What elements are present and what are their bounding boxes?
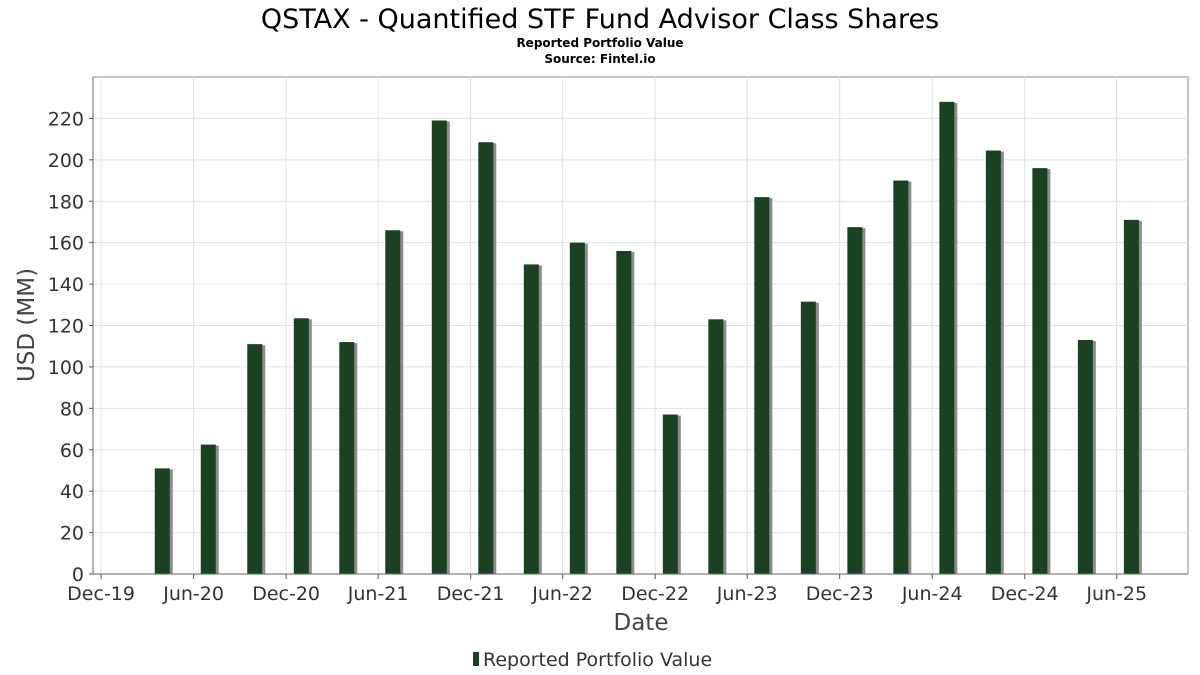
bar	[616, 250, 632, 574]
y-tick-label: 160	[48, 233, 84, 255]
bar	[662, 414, 678, 574]
bar	[847, 227, 863, 574]
x-axis-label: Date	[614, 610, 669, 636]
bar	[247, 344, 263, 574]
x-tick-label: Dec-22	[621, 583, 689, 605]
x-tick-label: Jun-20	[162, 583, 224, 605]
x-tick-label: Dec-23	[806, 583, 874, 605]
y-tick-label: 180	[48, 191, 84, 213]
y-tick-label: 140	[48, 274, 84, 296]
y-tick-label: 200	[48, 150, 84, 172]
bar	[1123, 219, 1139, 574]
legend-swatch	[473, 652, 479, 666]
bar	[385, 230, 401, 574]
x-axis: Dec-19 Jun-20 Dec-20 Jun-21 Dec-21 Jun-22 Dec-…	[67, 573, 1188, 605]
x-tick-label: Dec-21	[437, 583, 505, 605]
legend: Reported Portfolio Value	[473, 649, 712, 671]
legend-label: Reported Portfolio Value	[483, 649, 712, 671]
y-tick-label: 60	[60, 440, 84, 462]
bar	[1032, 168, 1048, 574]
bar	[1077, 339, 1093, 574]
y-tick-label: 220	[48, 108, 84, 130]
x-tick-label: Jun-22	[531, 583, 593, 605]
chart-subtitle: Reported Portfolio Value	[516, 36, 683, 50]
bar	[800, 301, 816, 574]
x-tick-label: Jun-23	[716, 583, 778, 605]
bar	[708, 319, 724, 574]
x-tick-label: Jun-25	[1085, 583, 1147, 605]
bar	[893, 180, 909, 574]
chart-title: QSTAX - Quantified STF Fund Advisor Clas…	[261, 4, 939, 35]
y-tick-label: 40	[60, 481, 84, 503]
bar	[200, 444, 216, 574]
x-tick-label: Jun-24	[901, 583, 963, 605]
y-tick-label: 20	[60, 523, 84, 545]
bar	[339, 342, 355, 574]
x-tick-label: Dec-19	[67, 583, 135, 605]
bar	[754, 197, 770, 574]
y-axis-label: USD (MM)	[14, 268, 40, 382]
y-axis: 0 20 40 60 80 100 120 140 160 180 200 220	[48, 77, 94, 586]
bar	[154, 468, 170, 574]
x-tick-label: Dec-24	[991, 583, 1059, 605]
y-tick-label: 100	[48, 357, 84, 379]
bar-series	[154, 101, 1142, 575]
bar	[569, 242, 585, 574]
bar	[985, 150, 1001, 574]
gridlines	[93, 77, 1188, 574]
y-tick-label: 120	[48, 316, 84, 338]
x-tick-label: Jun-21	[347, 583, 409, 605]
bar	[939, 101, 955, 574]
bar	[478, 142, 494, 574]
chart-source: Source: Fintel.io	[544, 52, 655, 66]
bar	[293, 318, 309, 574]
bar	[431, 120, 447, 575]
bar	[523, 264, 539, 574]
y-tick-label: 0	[72, 564, 84, 586]
x-tick-label: Dec-20	[252, 583, 320, 605]
y-tick-label: 80	[60, 398, 84, 420]
